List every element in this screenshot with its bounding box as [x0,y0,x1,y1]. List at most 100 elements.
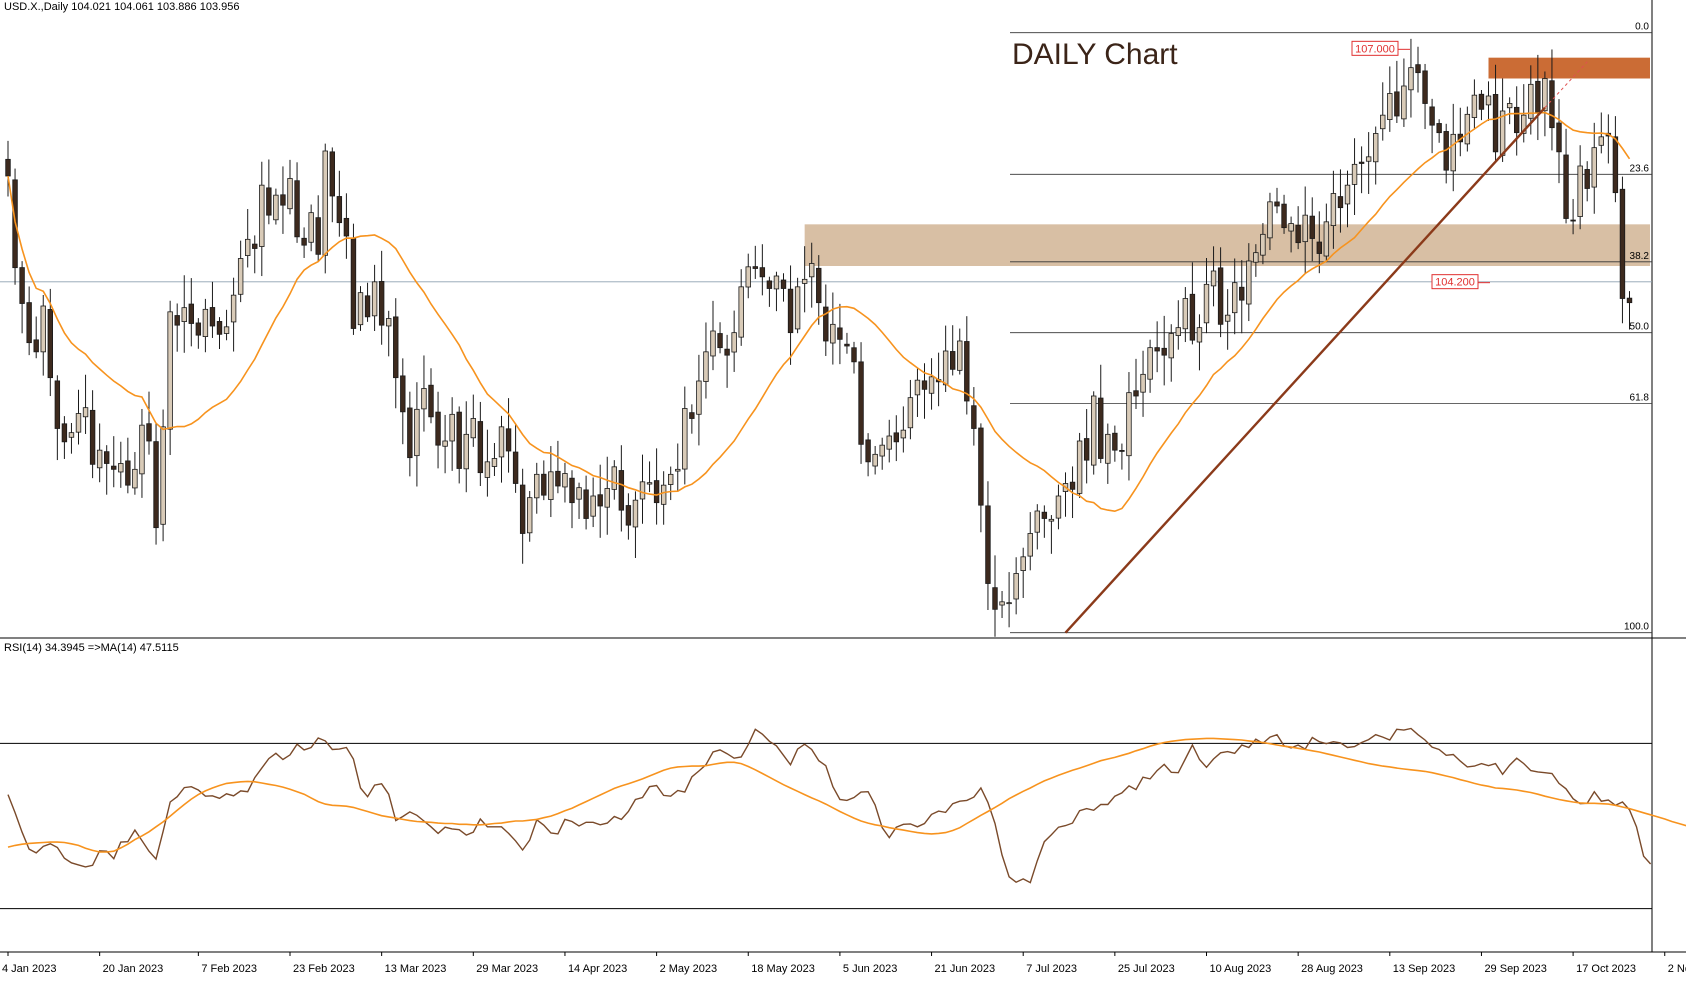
candle [1013,557,1019,615]
candle [1457,107,1463,157]
candle-body [1471,94,1478,118]
candle-body [400,375,406,413]
candle [202,298,209,353]
candle-body [132,468,138,489]
candle-body [1055,495,1062,519]
candle [1485,81,1492,121]
candle-body [1196,327,1203,343]
candle-body [47,309,53,379]
candle-body [1083,438,1090,461]
candle [893,415,899,462]
candle [865,433,871,477]
candle-body [181,307,187,322]
candle-body [442,440,448,447]
candle [809,242,815,308]
candle-body [604,488,610,508]
candle-body [1380,114,1386,130]
candle-body [675,468,681,472]
candle-body [1112,432,1118,451]
candle [470,394,476,447]
candle [61,416,68,459]
candle [992,555,998,637]
candle [1549,49,1555,151]
candle-body [1288,223,1294,232]
candle-body [393,316,399,379]
candle [1387,66,1393,132]
candle [942,325,949,392]
candle-body [1076,440,1083,494]
candle-body [527,497,533,534]
candle-body [555,470,561,487]
candle-body [689,412,695,419]
candle [244,209,251,268]
candle-body [1260,233,1266,256]
candle [139,408,145,498]
candle-body [1274,201,1280,207]
resistance-zone [1488,57,1650,79]
candle-body [512,451,519,484]
candle [646,461,653,493]
candle [1563,128,1569,224]
candle [400,358,406,445]
candle [1147,339,1153,393]
candle-body [160,426,166,525]
candle-body [75,413,82,433]
candle [1154,321,1160,373]
candle [273,188,279,225]
candle [371,264,378,331]
candle [675,443,681,491]
candle-body [1570,219,1576,222]
candle [1091,391,1097,475]
candle [1189,262,1196,345]
candle [978,423,984,533]
candle [89,390,96,479]
candle-body [1281,203,1287,229]
candle [1358,146,1365,194]
x-tick-label: 4 Jan 2023 [2,963,56,975]
candle [1281,194,1287,234]
candle-body [1210,270,1217,287]
candle-body [1408,67,1414,91]
candle-body [787,288,794,334]
symbol-label: USD.X.,Daily [4,1,69,13]
candle [752,245,758,279]
candle-body [343,217,350,237]
candle [801,246,808,313]
candle-body [1098,397,1104,459]
candle [181,275,187,353]
candle-body [668,473,674,485]
candle-body [1203,283,1210,324]
candle-body [1105,433,1111,464]
price-tag-label: 104.200 [1435,277,1475,289]
candle-body [1521,114,1527,134]
candle-body [1253,252,1259,263]
fib-level-label: 38.2 [1630,251,1650,262]
x-tick-label: 29 Sep 2023 [1484,963,1546,975]
candle-body [766,280,773,289]
fib-level-label: 23.6 [1630,163,1650,174]
candle-body [1069,481,1076,490]
candle-body [33,339,39,353]
candle-body [118,463,124,473]
candle-body [801,278,808,284]
candle [590,477,596,528]
x-tick-label: 2 May 2023 [660,963,717,975]
candle [653,448,660,525]
candle-body [773,275,780,290]
candle-body [54,380,61,429]
candle [1027,512,1033,571]
x-tick-label: 21 Jun 2023 [935,963,996,975]
candle [329,147,335,223]
candle-body [646,482,653,485]
candle-body [1401,85,1407,120]
trendline-extension [1544,61,1588,109]
main-header: USD.X.,Daily 104.021 104.061 103.886 103… [4,1,239,13]
candle-body [350,237,357,329]
candle [1499,78,1506,162]
candle-body [759,267,766,278]
candle [1098,364,1104,464]
candle-body [548,471,554,500]
candle-body [125,460,131,486]
